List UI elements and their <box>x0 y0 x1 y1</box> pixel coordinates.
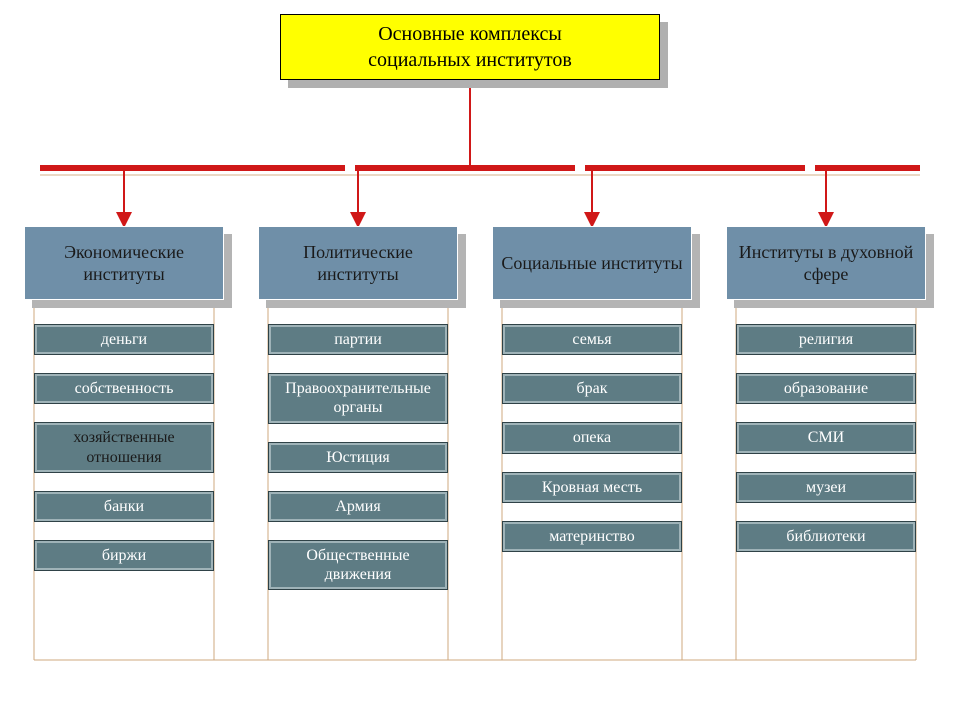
item-box: партии <box>268 324 448 355</box>
category-box: Экономические институты <box>24 226 224 300</box>
item-box: Армия <box>268 491 448 522</box>
item-box: собственность <box>34 373 214 404</box>
item-label: СМИ <box>808 428 844 447</box>
item-label: Армия <box>335 497 380 516</box>
item-label: материнство <box>549 527 634 546</box>
item-box: Юстиция <box>268 442 448 473</box>
item-box: опека <box>502 422 682 453</box>
category-box: Политические институты <box>258 226 458 300</box>
item-label: религия <box>799 330 853 349</box>
item-box: хозяйственные отношения <box>34 422 214 472</box>
item-label: библиотеки <box>786 527 865 546</box>
item-box: религия <box>736 324 916 355</box>
item-label: партии <box>334 330 382 349</box>
item-label: образование <box>784 379 868 398</box>
category-label: Экономические институты <box>33 241 215 286</box>
item-label: брак <box>576 379 607 398</box>
item-box: материнство <box>502 521 682 552</box>
items-column: деньги собственность хозяйственные отношен… <box>24 324 224 589</box>
item-box: библиотеки <box>736 521 916 552</box>
category-label: Политические институты <box>267 241 449 286</box>
item-label: биржи <box>102 546 146 565</box>
item-label: семья <box>572 330 611 349</box>
item-label: Кровная месть <box>542 478 642 497</box>
item-label: банки <box>104 497 144 516</box>
category-label: Социальные институты <box>501 252 682 275</box>
item-box: биржи <box>34 540 214 571</box>
title-box: Основные комплексы социальных институтов <box>280 14 660 80</box>
category-box: Социальные институты <box>492 226 692 300</box>
item-label: Правоохранительные органы <box>275 379 441 417</box>
item-box: деньги <box>34 324 214 355</box>
item-box: Общественные движения <box>268 540 448 590</box>
items-column: партии Правоохранительные органы Юстиция Ар… <box>258 324 458 608</box>
category-label: Институты в духовной сфере <box>735 241 917 286</box>
item-label: деньги <box>101 330 147 349</box>
item-box: Правоохранительные органы <box>268 373 448 423</box>
item-box: СМИ <box>736 422 916 453</box>
item-box: музеи <box>736 472 916 503</box>
item-label: опека <box>573 428 611 447</box>
item-box: Кровная месть <box>502 472 682 503</box>
category-box: Институты в духовной сфере <box>726 226 926 300</box>
item-box: образование <box>736 373 916 404</box>
items-column: семья брак опека Кровная месть материнство <box>492 324 692 570</box>
title-line1: Основные комплексы <box>378 23 562 45</box>
title-line2: социальных институтов <box>368 49 572 71</box>
item-label: собственность <box>75 379 174 398</box>
items-column: религия образование СМИ музеи библиотеки <box>726 324 926 570</box>
item-label: Общественные движения <box>275 546 441 584</box>
item-box: семья <box>502 324 682 355</box>
item-label: Юстиция <box>326 448 390 467</box>
item-label: музеи <box>806 478 846 497</box>
item-box: банки <box>34 491 214 522</box>
item-box: брак <box>502 373 682 404</box>
item-label: хозяйственные отношения <box>41 428 207 466</box>
